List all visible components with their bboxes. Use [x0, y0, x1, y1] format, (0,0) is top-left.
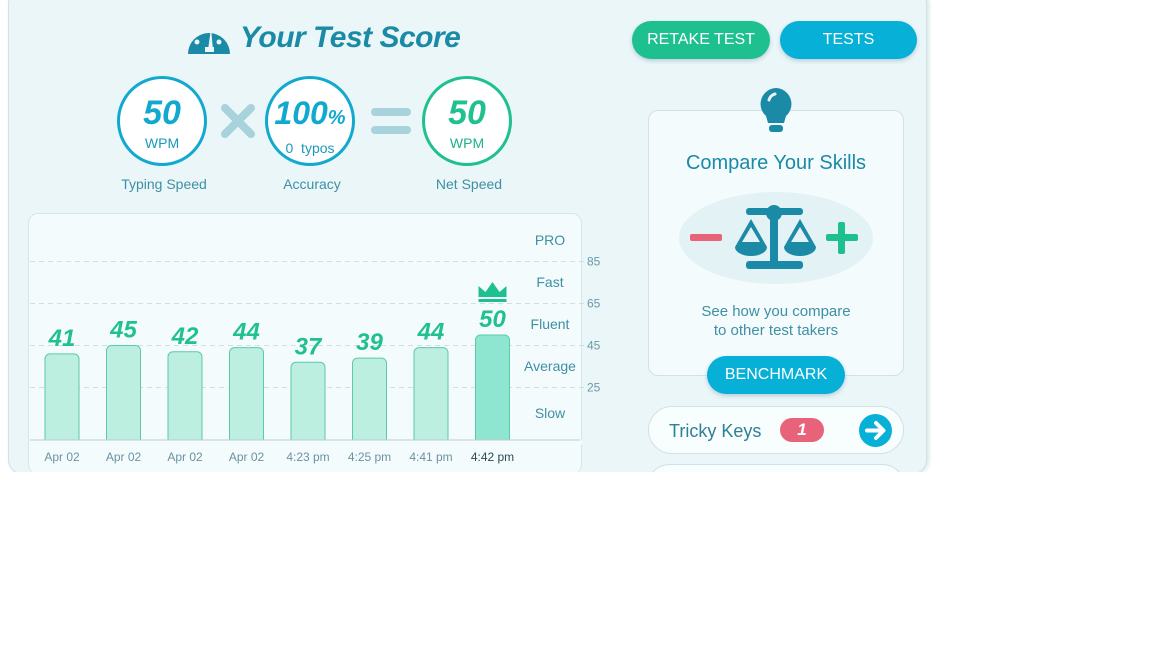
bar — [413, 347, 449, 445]
bar — [44, 353, 80, 445]
accuracy-label: Accuracy — [283, 176, 341, 192]
bar — [290, 361, 326, 445]
bar — [352, 357, 387, 445]
typos-count: 0 typos — [285, 140, 335, 156]
tricky-keys-label: Tricky Keys — [669, 421, 762, 441]
y-tick-label: 25 — [587, 381, 601, 395]
bar — [475, 334, 510, 445]
arrow-right-icon[interactable] — [859, 414, 892, 447]
speed-band-label: PRO — [535, 232, 565, 248]
net-speed-value: 50 — [448, 94, 486, 132]
retake-test-button[interactable]: RETAKE TEST — [632, 21, 770, 59]
x-tick-label: Apr 02 — [44, 450, 80, 464]
tricky-keys-count-badge: 1 — [780, 418, 824, 442]
y-tick-label: 85 — [587, 255, 601, 269]
typing-speed-label: Typing Speed — [121, 176, 207, 192]
typing-speed-value: 50 — [143, 94, 181, 132]
bar-value-label: 41 — [48, 325, 76, 352]
blank-area — [0, 472, 1152, 648]
equals-icon — [371, 108, 411, 134]
tests-button[interactable]: TESTS — [780, 21, 917, 59]
y-tick-label: 65 — [587, 297, 601, 311]
bar-value-label: 37 — [295, 333, 323, 360]
lightbulb-icon — [760, 88, 792, 132]
compare-text-line1: See how you compare — [701, 303, 851, 320]
bar-value-label: 39 — [356, 329, 383, 356]
crown-icon — [478, 282, 507, 302]
net-speed-circle: 50 WPM — [422, 76, 512, 166]
speedometer-icon — [188, 28, 230, 54]
bar — [229, 347, 264, 445]
speed-band-label: Fluent — [531, 316, 570, 332]
net-speed-label: Net Speed — [435, 176, 503, 192]
net-speed-unit: WPM — [449, 135, 485, 151]
bar — [167, 351, 203, 445]
x-tick-label: 4:42 pm — [471, 450, 514, 464]
accuracy-value: 100 — [274, 95, 328, 131]
x-tick-label: Apr 02 — [106, 450, 142, 464]
bar-value-label: 44 — [232, 319, 260, 346]
chart-svg: 25 45 65 85 PRO Fast Fluent Average Slow 41 Apr 02… — [30, 232, 601, 464]
bar — [106, 345, 141, 445]
bar-value-label: 45 — [109, 317, 137, 344]
x-tick-label: 4:23 pm — [286, 450, 329, 464]
compare-title: Compare Your Skills — [685, 152, 867, 174]
page-title: Your Test Score — [186, 18, 461, 58]
tricky-keys-row[interactable]: Tricky Keys 1 — [648, 406, 904, 454]
x-tick-label: Apr 02 — [167, 450, 203, 464]
accuracy-circle: 100% 0 typos — [265, 76, 355, 166]
speed-band-label: Fast — [536, 274, 563, 290]
compare-text-line2: to other test takers — [713, 322, 839, 339]
multiply-icon — [221, 104, 255, 138]
typing-speed-circle: 50 WPM — [117, 76, 207, 166]
x-tick-label: 4:41 pm — [409, 450, 452, 464]
bar-value-label: 44 — [417, 319, 445, 346]
bar-value-label: 42 — [171, 323, 199, 350]
x-tick-label: 4:25 pm — [348, 450, 391, 464]
benchmark-button[interactable]: BENCHMARK — [707, 356, 845, 394]
title-text: Your Test Score — [240, 21, 461, 54]
accuracy-percent: % — [327, 107, 346, 129]
balance-scale-icon — [679, 192, 873, 284]
speed-band-label: Slow — [535, 405, 566, 421]
x-tick-label: Apr 02 — [229, 450, 265, 464]
typing-speed-unit: WPM — [144, 135, 180, 151]
speed-band-label: Average — [524, 358, 576, 374]
y-tick-label: 45 — [587, 339, 601, 353]
bar-value-label: 50 — [479, 306, 506, 333]
